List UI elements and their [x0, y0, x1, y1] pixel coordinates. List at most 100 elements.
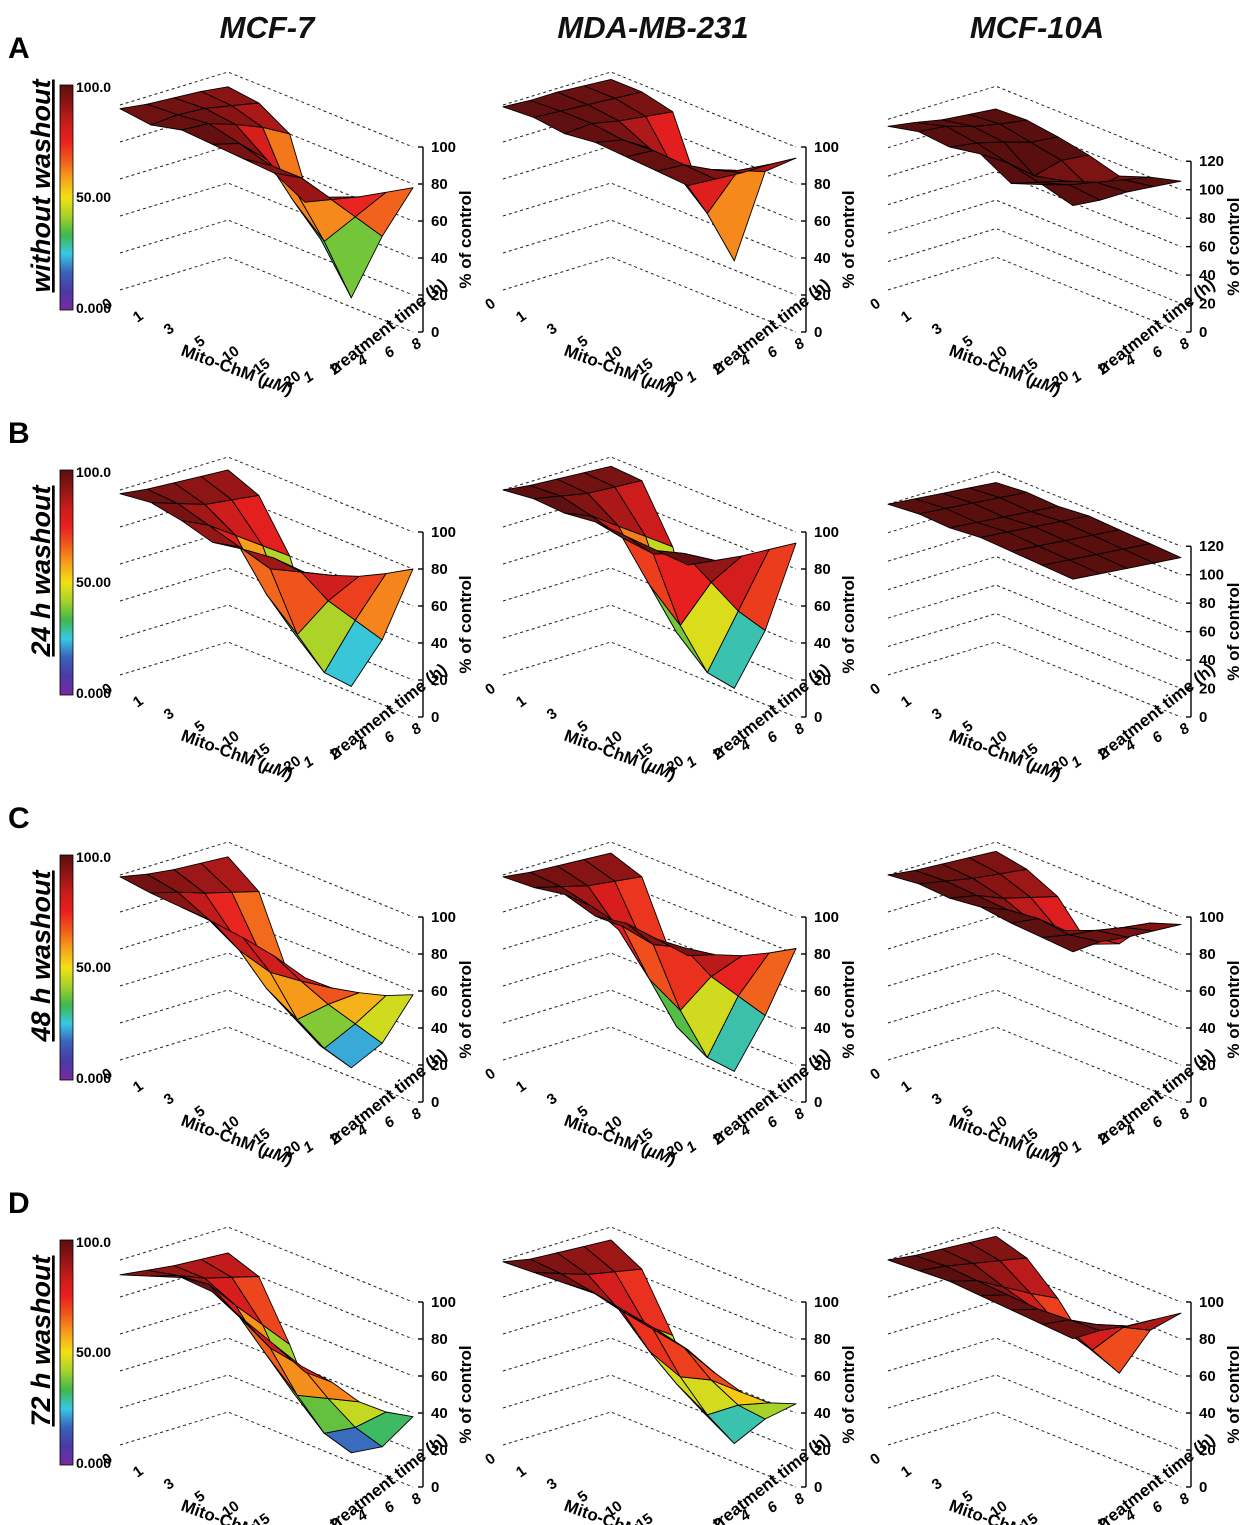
surface [887, 482, 1182, 580]
colorbar [59, 469, 74, 696]
x-tick-label: 10 [219, 343, 242, 366]
surface [502, 78, 797, 262]
gridline [502, 878, 797, 955]
gridline [887, 1263, 1182, 1340]
y-tick-label: 6 [764, 343, 781, 362]
gridline [119, 108, 414, 185]
y-tick-label: 6 [1149, 1113, 1166, 1132]
x-tick-label: 15 [250, 355, 273, 378]
row-label-b: 24 h washout [26, 484, 56, 657]
z-tick-label: 80 [431, 561, 448, 578]
gridline [887, 989, 1182, 1066]
z-tick-label: 40 [814, 1405, 831, 1422]
x-tick-label: 15 [250, 740, 273, 763]
colorbar-max-label: 100.0 [76, 1234, 111, 1250]
z-tick-label: 20 [1199, 681, 1216, 698]
x-tick-label: 0 [482, 680, 499, 699]
y-tick-label: 8 [791, 1105, 808, 1124]
x-tick-label: 20 [281, 368, 304, 391]
z-tick-label: 0 [431, 709, 439, 726]
gridline [119, 1411, 414, 1488]
z-axis-label: % of control [456, 1345, 475, 1443]
surface [502, 1239, 797, 1444]
x-tick-label: 3 [161, 320, 178, 339]
z-tick-label: 80 [431, 1331, 448, 1348]
z-tick-label: 20 [431, 672, 448, 689]
gridline [119, 1226, 414, 1303]
y-tick-label: 2 [709, 1514, 727, 1525]
z-tick-label: 100 [431, 524, 456, 541]
x-tick-label: 20 [664, 1523, 687, 1525]
z-axis-label: % of control [839, 960, 858, 1058]
gridline [887, 228, 1182, 305]
x-tick-label: 10 [987, 728, 1010, 751]
colorbar-max-label: 100.0 [76, 464, 111, 480]
gridline [502, 1026, 797, 1103]
surface-cell [273, 1344, 333, 1383]
y-tick-label: 1 [1068, 753, 1085, 772]
surface-cell [1041, 559, 1101, 580]
gridline [887, 1026, 1182, 1103]
z-tick-label: 0 [1199, 324, 1207, 341]
x-tick-label: 20 [664, 753, 687, 776]
colorbar-min-label: 0.000 [76, 1455, 111, 1471]
y-tick-label: 8 [791, 335, 808, 354]
y-tick-label: 2 [326, 1514, 344, 1525]
row-a: 100.0 50.00 0.000 without washout [26, 79, 111, 316]
x-tick-label: 1 [898, 1462, 915, 1481]
x-tick-label: 3 [544, 1475, 561, 1494]
x-tick-label: 3 [161, 705, 178, 724]
gridline [119, 641, 414, 718]
x-tick-label: 20 [1049, 753, 1072, 776]
z-tick-label: 80 [814, 1331, 831, 1348]
gridline [502, 108, 797, 185]
x-tick-label: 20 [1049, 368, 1072, 391]
row-letter-a: A [8, 32, 30, 65]
z-tick-label: 40 [431, 1020, 448, 1037]
y-tick-label: 6 [381, 1113, 398, 1132]
gridline [887, 556, 1182, 633]
x-tick-label: 15 [633, 1125, 656, 1148]
x-tick-label: 3 [929, 1090, 946, 1109]
z-tick-label: 0 [431, 1094, 439, 1111]
y-tick-label: 6 [1149, 1498, 1166, 1517]
y-tick-label: 1 [1068, 1138, 1085, 1157]
z-tick-label: 80 [814, 561, 831, 578]
z-axis-label: % of control [839, 1345, 858, 1443]
z-tick-label: 40 [1199, 1405, 1216, 1422]
gridline [119, 841, 414, 918]
gridline [119, 145, 414, 222]
z-tick-label: 60 [814, 1368, 831, 1385]
gridline [887, 114, 1182, 191]
x-tick-label: 20 [1049, 1138, 1072, 1161]
x-tick-label: 1 [898, 692, 915, 711]
colorbar-mid-label: 50.00 [76, 574, 111, 590]
z-tick-label: 40 [431, 250, 448, 267]
x-tick-label: 0 [867, 680, 884, 699]
z-tick-label: 60 [1199, 983, 1216, 1000]
x-tick-label: 3 [544, 705, 561, 724]
x-tick-label: 3 [544, 1090, 561, 1109]
z-axis-label: % of control [456, 960, 475, 1058]
x-tick-label: 0 [482, 1450, 499, 1469]
surface-cell [273, 172, 333, 203]
gridline [887, 256, 1182, 333]
gridline [502, 1411, 797, 1488]
gridline [119, 878, 414, 955]
gridline [887, 527, 1182, 604]
gridline [502, 71, 797, 148]
colorbar [59, 854, 74, 1081]
gridline [119, 1026, 414, 1103]
x-tick-label: 10 [219, 1498, 242, 1521]
y-tick-label: 2 [1094, 1514, 1112, 1525]
x-tick-label: 20 [281, 1138, 304, 1161]
x-tick-label: 3 [161, 1475, 178, 1494]
z-tick-label: 20 [431, 287, 448, 304]
z-tick-label: 40 [814, 635, 831, 652]
surface-cell [656, 938, 716, 957]
z-tick-label: 100 [814, 909, 839, 926]
y-tick-label: 8 [408, 335, 425, 354]
